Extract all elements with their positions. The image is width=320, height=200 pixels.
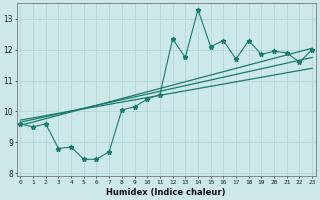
X-axis label: Humidex (Indice chaleur): Humidex (Indice chaleur) (107, 188, 226, 197)
